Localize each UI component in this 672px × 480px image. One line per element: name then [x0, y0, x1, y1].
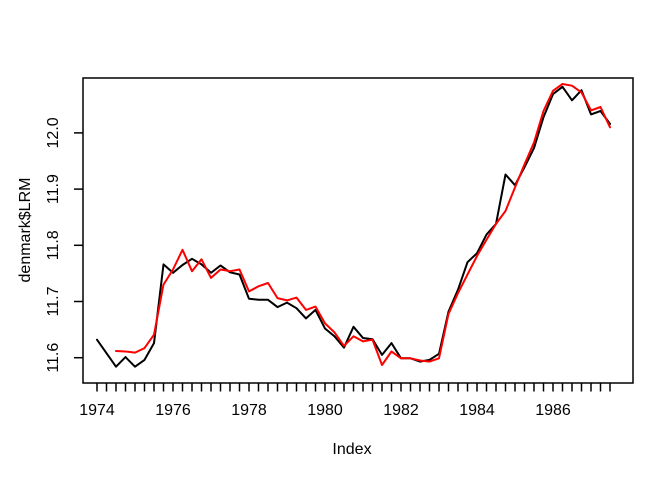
y-axis-title: denmark$LRM [17, 178, 34, 283]
black-observed-line [96, 85, 611, 368]
y-tick-label: 11.8 [45, 230, 62, 260]
y-tick-label: 11.9 [45, 174, 62, 204]
x-tick-label: 1982 [383, 402, 419, 419]
x-tick-label: 1974 [79, 402, 115, 419]
x-tick-label: 1976 [155, 402, 191, 419]
plot-box [82, 77, 634, 384]
x-tick-label: 1978 [231, 402, 267, 419]
x-axis: 1974 1976 1978 1980 1982 1984 1986 [79, 383, 611, 419]
red-fitted-line [115, 83, 611, 366]
y-axis: 11.6 11.7 11.8 11.9 12.0 [45, 117, 83, 373]
x-tick-label: 1986 [535, 402, 571, 419]
y-tick-label: 11.6 [45, 343, 62, 373]
y-tick-label: 11.7 [45, 286, 62, 316]
x-tick-label: 1984 [459, 402, 495, 419]
series-group [96, 83, 611, 368]
y-tick-label: 12.0 [45, 117, 62, 148]
x-tick-label: 1980 [307, 402, 343, 419]
x-axis-title: Index [332, 441, 371, 458]
